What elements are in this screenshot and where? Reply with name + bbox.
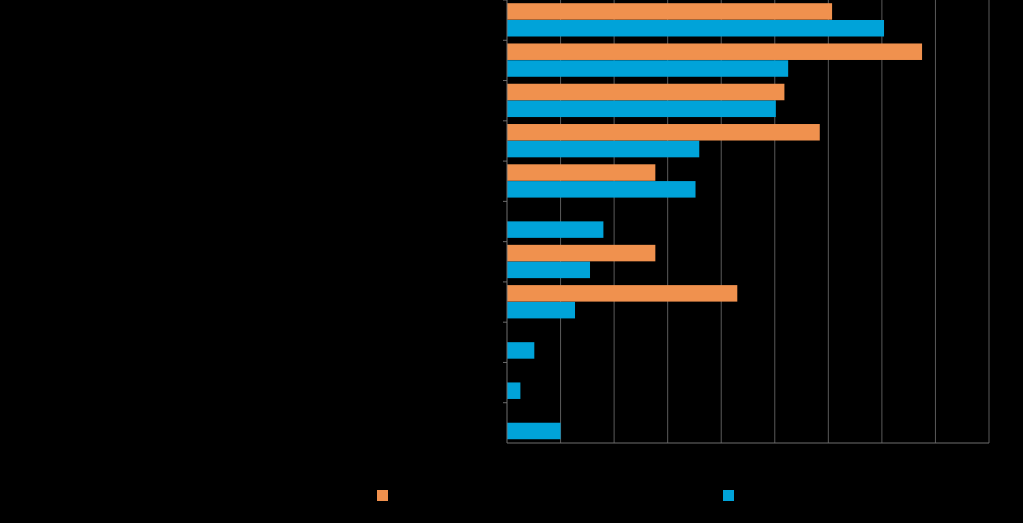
axes bbox=[503, 0, 989, 444]
bar-series2-category8 bbox=[507, 301, 576, 319]
bar-series1-category2 bbox=[507, 43, 923, 60]
bar-series2-category4 bbox=[507, 140, 700, 158]
bar-series2-category5 bbox=[507, 181, 696, 198]
bar-series2-category2 bbox=[507, 60, 789, 77]
legend bbox=[377, 490, 734, 501]
bar-series2-category10 bbox=[507, 382, 521, 399]
bar-series1-category4 bbox=[507, 124, 820, 141]
legend-swatch-series1 bbox=[377, 490, 388, 501]
bar-series2-category11 bbox=[507, 422, 561, 440]
bar-series1-category7 bbox=[507, 244, 656, 262]
bar-series1-category5 bbox=[507, 164, 656, 181]
bar-series1-category1 bbox=[507, 3, 833, 20]
bar-series2-category6 bbox=[507, 221, 604, 238]
bar-series2-category9 bbox=[507, 342, 535, 359]
bar-series2-category7 bbox=[507, 261, 591, 279]
bar-series1-category8 bbox=[507, 285, 738, 302]
bar-series1-category3 bbox=[507, 83, 785, 101]
legend-swatch-series2 bbox=[723, 490, 734, 501]
bars bbox=[507, 3, 923, 440]
bar-series2-category1 bbox=[507, 20, 885, 37]
bar-series2-category3 bbox=[507, 100, 776, 118]
